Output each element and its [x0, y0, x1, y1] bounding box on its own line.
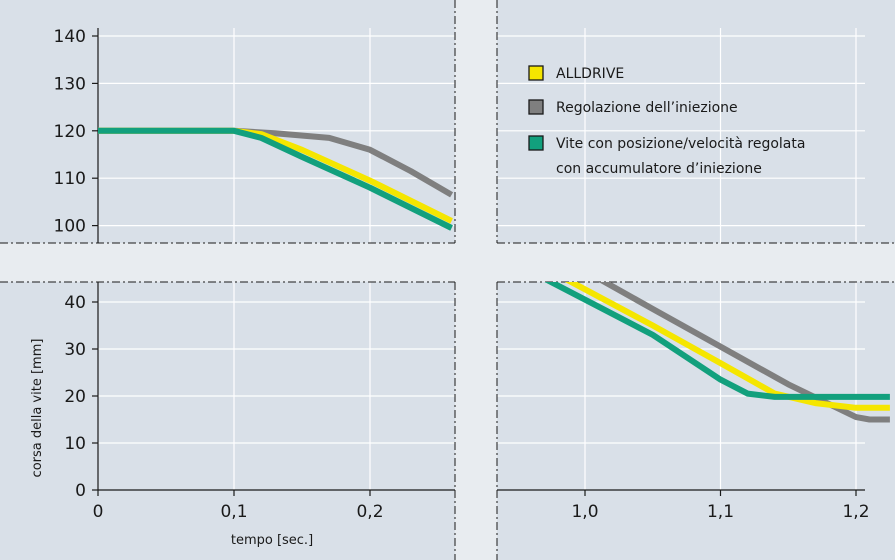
y-tick-label: 30 — [64, 340, 86, 360]
legend-label: ALLDRIVE — [556, 66, 624, 82]
axes — [92, 28, 865, 496]
x-tick-label: 1,1 — [707, 502, 734, 522]
x-axis-title: tempo [sec.] — [231, 533, 313, 548]
x-tick-label: 1,2 — [842, 502, 869, 522]
panel-upper-left — [0, 0, 455, 243]
x-tick-label: 0,2 — [356, 502, 383, 522]
axis-break-horizontal — [0, 243, 895, 282]
y-tick-label: 130 — [54, 74, 86, 94]
x-tick-label: 1,0 — [571, 502, 598, 522]
panel-lower-left — [0, 282, 455, 560]
legend-label: Vite con posizione/velocità regolata — [556, 136, 805, 152]
y-tick-label: 0 — [75, 481, 86, 501]
legend-swatch — [528, 135, 544, 151]
series-vite-line-lower — [544, 282, 890, 400]
legend-label: Regolazione dell’iniezione — [556, 100, 738, 116]
x-tick-label: 0 — [93, 502, 104, 522]
series-regolazione-line-lower — [598, 282, 890, 423]
series-vite-line-upper — [98, 127, 453, 231]
y-tick-label: 40 — [64, 293, 86, 313]
y-tick-label: 20 — [64, 387, 86, 407]
legend — [528, 65, 544, 151]
grid — [98, 28, 865, 490]
panel-lower-right — [497, 282, 895, 560]
legend-swatch — [528, 65, 544, 81]
y-tick-label: 100 — [54, 217, 86, 237]
series-alldrive-line-lower — [564, 282, 890, 411]
panel-upper-right — [497, 0, 895, 243]
y-tick-label: 10 — [64, 434, 86, 454]
y-axis-title: corsa della vite [mm] — [30, 339, 45, 478]
y-tick-label: 120 — [54, 122, 86, 142]
legend-label-line2: con accumulatore d’iniezione — [556, 161, 762, 177]
y-tick-label: 140 — [54, 27, 86, 47]
legend-swatch — [528, 99, 544, 115]
x-tick-label: 0,1 — [220, 502, 247, 522]
y-tick-label: 110 — [54, 169, 86, 189]
